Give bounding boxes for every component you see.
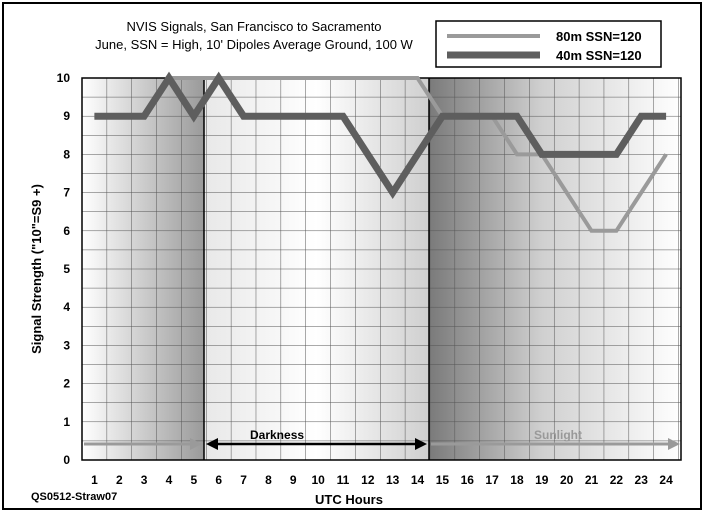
x-tick-label: 20: [560, 473, 574, 487]
figure-id-note: QS0512-Straw07: [31, 491, 117, 503]
night-arrow: [84, 438, 202, 450]
x-tick-label: 14: [411, 473, 425, 487]
x-tick-label: 16: [461, 473, 475, 487]
x-tick-label: 5: [191, 473, 198, 487]
x-tick-label: 8: [265, 473, 272, 487]
y-tick-label: 1: [63, 415, 70, 429]
legend-label-80m: 80m SSN=120: [556, 29, 642, 44]
y-tick-label: 0: [63, 453, 70, 467]
x-tick-label: 4: [166, 473, 173, 487]
chart-title: NVIS Signals, San Francisco to Sacrament…: [126, 19, 381, 34]
x-tick-label: 23: [635, 473, 649, 487]
chart-frame: Darkness Sunlight 1 2 3 4 5 6 7 8 9 10 11 12 13 14 15 1…: [2, 2, 702, 510]
y-tick-label: 9: [63, 109, 70, 123]
x-tick-label: 18: [510, 473, 524, 487]
x-tick-label: 3: [141, 473, 148, 487]
x-tick-label: 21: [585, 473, 599, 487]
grid-lines: [81, 77, 681, 461]
chart-subtitle: June, SSN = High, 10' Dipoles Average Gr…: [95, 37, 413, 52]
x-tick-label: 2: [116, 473, 123, 487]
y-tick-label: 5: [63, 262, 70, 276]
series-line-80m: [94, 76, 668, 233]
x-tick-label: 6: [215, 473, 222, 487]
y-tick-labels: 0 1 2 3 4 5 6 7 8 9 10: [57, 71, 71, 467]
x-tick-label: 12: [361, 473, 375, 487]
series-layer: [94, 71, 668, 233]
y-axis-title: Signal Strength ("10"=S9 +): [29, 184, 44, 354]
y-tick-label: 4: [63, 300, 70, 314]
y-tick-label: 2: [63, 377, 70, 391]
x-tick-label: 24: [659, 473, 673, 487]
darkness-arrow: [206, 438, 427, 450]
x-axis-title: UTC Hours: [315, 492, 383, 507]
x-tick-label: 15: [436, 473, 450, 487]
darkness-label: Darkness: [250, 428, 304, 442]
y-tick-label: 7: [63, 186, 70, 200]
x-tick-label: 22: [610, 473, 624, 487]
legend-box: [435, 20, 662, 68]
legend: 80m SSN=120 40m SSN=120: [435, 20, 662, 68]
legend-label-40m: 40m SSN=120: [556, 48, 642, 63]
y-tick-label: 6: [63, 224, 70, 238]
x-tick-label: 19: [535, 473, 549, 487]
x-tick-label: 1: [91, 473, 98, 487]
x-tick-label: 13: [386, 473, 400, 487]
x-tick-label: 7: [240, 473, 247, 487]
x-tick-label: 11: [337, 473, 350, 487]
x-tick-label: 17: [485, 473, 499, 487]
y-tick-label: 8: [63, 147, 70, 161]
x-tick-label: 9: [290, 473, 297, 487]
sunlight-arrow: [431, 438, 680, 450]
x-tick-label: 10: [311, 473, 325, 487]
x-tick-labels: 1 2 3 4 5 6 7 8 9 10 11 12 13 14 15 16 17 18 19 20 21 22 23 24: [91, 473, 673, 487]
y-tick-label: 10: [57, 71, 71, 85]
sunlight-label: Sunlight: [534, 428, 582, 442]
series-line-40m: [94, 71, 667, 200]
nvis-signal-chart: Darkness Sunlight 1 2 3 4 5 6 7 8 9 10 11 12 13 14 15 1…: [29, 19, 682, 507]
y-tick-label: 3: [63, 338, 70, 352]
